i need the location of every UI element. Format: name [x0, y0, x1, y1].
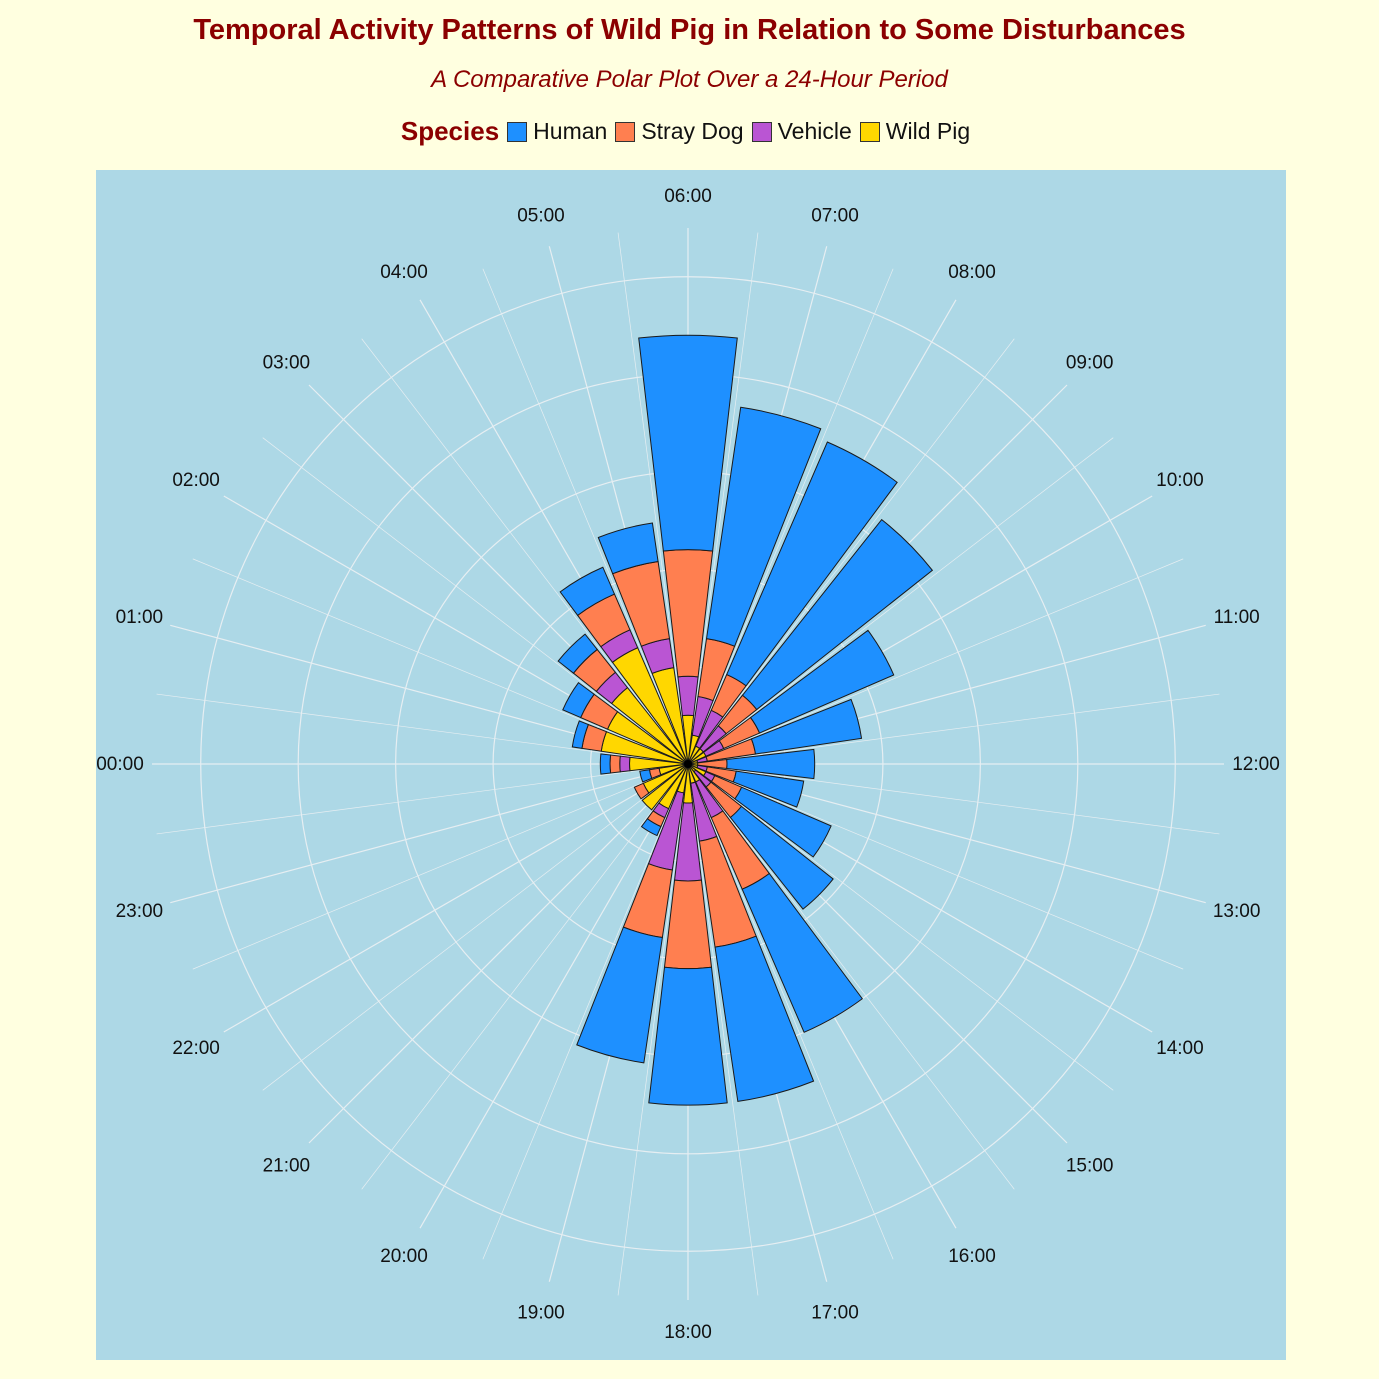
grid-spoke-minor: [687, 763, 1114, 1091]
bar-human-2300: [639, 769, 653, 783]
grid-spoke-minor: [687, 437, 1114, 765]
hour-label-0600: 06:00: [664, 186, 712, 207]
hour-label-2000: 20:00: [380, 1246, 428, 1267]
legend-swatch-wild-pig: [859, 121, 880, 142]
grid-spoke-minor: [687, 693, 1220, 765]
grid-spoke-minor: [262, 437, 689, 765]
grid-spoke-minor: [617, 763, 689, 1296]
legend-label-wild-pig: Wild Pig: [885, 118, 971, 144]
bar-human-0600: [638, 334, 738, 552]
legend-item-wild-pig: Wild Pig: [859, 118, 971, 145]
hour-label-1400: 14:00: [1156, 1038, 1204, 1059]
legend-swatch-human: [507, 121, 528, 142]
legend-title: Species: [400, 116, 500, 146]
grid-spoke-minor: [361, 338, 689, 765]
legend-label-vehicle: Vehicle: [777, 118, 852, 144]
hour-label-0200: 02:00: [172, 470, 220, 491]
bar-human-1500: [729, 805, 834, 910]
grid-spoke-minor: [687, 338, 1015, 765]
bar-human-0700: [705, 406, 822, 647]
legend-item-stray-dog: Stray Dog: [615, 118, 744, 145]
bar-stray-dog-1900: [622, 863, 673, 939]
chart-subtitle: A Comparative Polar Plot Over a 24-Hour …: [431, 66, 948, 93]
bar-human-0400: [559, 566, 616, 617]
hour-label-2100: 21:00: [263, 1156, 311, 1177]
bar-stray-dog-1800: [663, 879, 713, 970]
hour-label-0300: 03:00: [263, 352, 311, 373]
grid-spoke-minor: [687, 268, 894, 765]
grid-spoke-minor: [156, 693, 689, 765]
hour-label-1700: 17:00: [811, 1303, 859, 1324]
hour-label-1000: 10:00: [1156, 470, 1204, 491]
bar-human-1000: [749, 629, 895, 734]
polar-chart: 00:00 01:00 02:00 03:00 04:00 05:00 06:00 07:00…: [96, 186, 1280, 1343]
grid-spoke-minor: [687, 558, 1184, 765]
bar-wild-pig-2100: [641, 763, 689, 811]
bar-human-1700: [714, 935, 815, 1102]
legend-item-human: Human: [507, 118, 607, 145]
hour-label-1800: 18:00: [664, 1322, 712, 1343]
grid-spoke-minor: [687, 763, 759, 1296]
hour-label-0100: 01:00: [116, 607, 164, 628]
hour-label-0000: 00:00: [96, 754, 144, 775]
chart-title: Temporal Activity Patterns of Wild Pig i…: [193, 14, 1186, 46]
grid-spoke: [223, 763, 689, 1033]
grid-spoke-minor: [482, 268, 689, 765]
bar-human-0200: [562, 681, 595, 719]
bar-vehicle-0000: [619, 755, 631, 773]
bar-stray-dog-2200: [633, 782, 650, 800]
hour-label-0400: 04:00: [380, 262, 428, 283]
bar-human-0900: [741, 518, 934, 711]
legend-label-stray-dog: Stray Dog: [641, 118, 744, 144]
bar-human-2000: [640, 818, 662, 837]
legend-swatch-vehicle: [751, 121, 772, 142]
hour-label-0500: 05:00: [517, 205, 565, 226]
bar-human-1400: [734, 786, 832, 858]
grid-spoke-minor: [482, 763, 689, 1260]
legend-item-vehicle: Vehicle: [751, 118, 852, 145]
bar-human-1600: [741, 872, 864, 1033]
grid-spoke: [308, 763, 689, 1144]
bar-human-0100: [571, 720, 589, 749]
bar-human-0800: [726, 441, 898, 687]
bar-human-1900: [576, 926, 663, 1064]
hour-label-1100: 11:00: [1214, 607, 1260, 628]
grid-spoke: [170, 763, 689, 904]
bar-human-1300: [732, 770, 805, 808]
bar-human-0300: [557, 633, 598, 674]
hour-label-1200: 12:00: [1232, 754, 1280, 775]
bar-human-1100: [750, 698, 863, 755]
bar-human-1800: [648, 966, 728, 1106]
hour-label-1600: 16:00: [948, 1246, 996, 1267]
grid-spoke-minor: [617, 232, 689, 765]
grid-spoke-minor: [192, 763, 689, 970]
hour-label-0900: 09:00: [1066, 352, 1114, 373]
grid-spoke-minor: [687, 763, 1220, 835]
hour-label-1500: 15:00: [1066, 1156, 1114, 1177]
hour-label-2200: 22:00: [172, 1038, 220, 1059]
grid-spoke-minor: [361, 763, 689, 1190]
bar-human-1200: [726, 748, 816, 780]
grid-spoke-minor: [687, 763, 1184, 970]
grid-spoke-minor: [687, 232, 759, 765]
grid-spoke-minor: [687, 763, 1015, 1190]
grid-spoke-minor: [156, 763, 689, 835]
hour-label-1900: 19:00: [517, 1303, 565, 1324]
grid-spoke-minor: [687, 763, 894, 1260]
bar-human-0500: [597, 522, 659, 575]
hour-label-2300: 23:00: [116, 901, 164, 922]
hour-label-0700: 07:00: [811, 205, 859, 226]
center-dot: [684, 760, 692, 768]
bar-stray-dog-0000: [609, 754, 621, 774]
hour-label-1300: 13:00: [1213, 901, 1261, 922]
legend-label-human: Human: [533, 118, 608, 144]
hour-label-0800: 08:00: [948, 262, 996, 283]
grid-spoke: [419, 763, 689, 1229]
legend-swatch-stray-dog: [615, 121, 636, 142]
legend: Species Human Stray Dog Vehicle Wild Pig: [0, 116, 1379, 147]
grid-spoke-minor: [192, 558, 689, 765]
bar-human-0000: [599, 753, 612, 775]
grid-spoke-minor: [262, 763, 689, 1091]
